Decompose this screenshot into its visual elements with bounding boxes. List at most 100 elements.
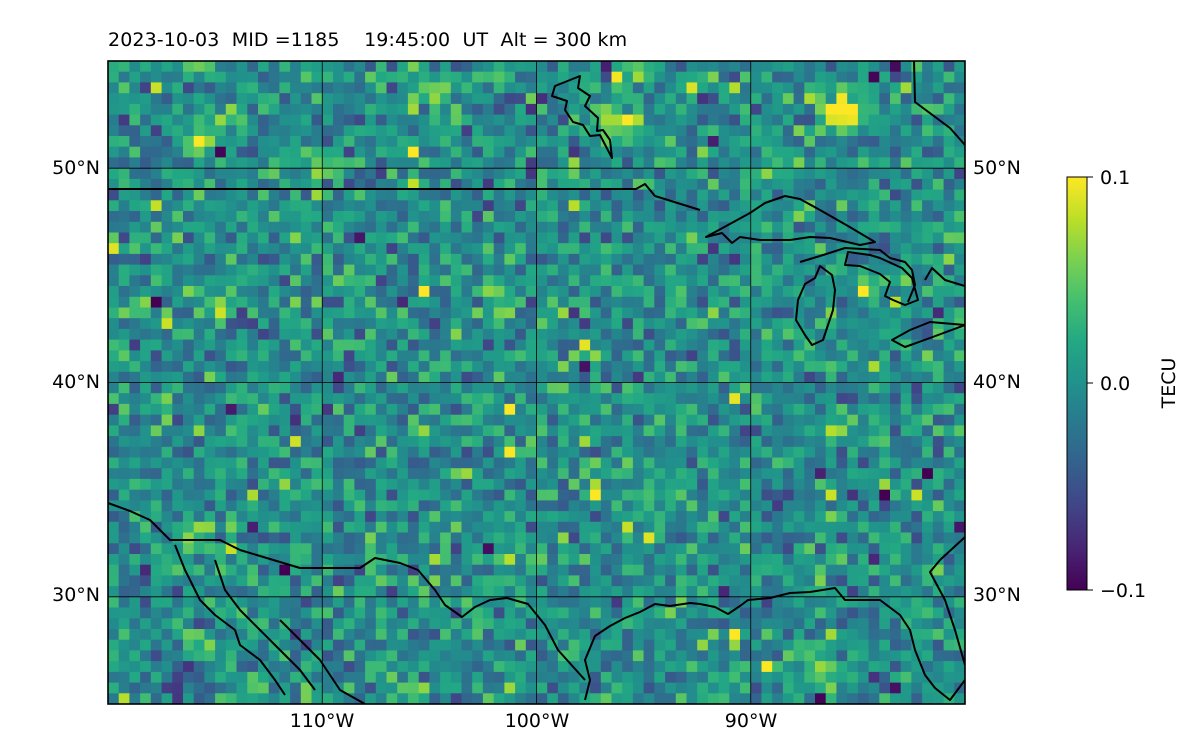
tec-cell: [761, 93, 773, 105]
tec-cell: [333, 61, 345, 73]
tec-cell: [675, 661, 688, 673]
tec-cell: [761, 468, 773, 480]
tec-cell: [707, 221, 720, 234]
tec-cell: [740, 393, 752, 405]
tec-cell: [761, 71, 773, 84]
tec-cell: [654, 307, 666, 319]
tec-cell: [536, 661, 548, 673]
tec-cell: [622, 264, 634, 276]
tec-cell: [793, 414, 805, 427]
tec-cell: [161, 596, 173, 609]
tec-cell: [847, 639, 859, 652]
tec-cell: [600, 575, 613, 587]
tec-cell: [322, 436, 334, 448]
tec-cell: [375, 693, 388, 704]
tec-cell: [140, 436, 152, 448]
tec-cell: [461, 71, 473, 84]
tec-cell: [782, 671, 795, 684]
tec-cell: [407, 168, 420, 180]
tec-cell: [429, 693, 441, 704]
tec-cell: [922, 468, 934, 480]
tec-cell: [654, 607, 666, 619]
tec-cell: [215, 93, 227, 105]
tec-cell: [922, 639, 934, 652]
tec-cell: [258, 243, 270, 255]
tec-cell: [300, 425, 313, 437]
tec-cell: [890, 393, 902, 405]
tec-cell: [268, 414, 281, 427]
tec-cell: [557, 414, 570, 427]
tec-cell: [525, 403, 538, 416]
tec-cell: [911, 425, 923, 437]
tec-cell: [868, 157, 880, 169]
tec-cell: [761, 221, 773, 234]
tec-cell: [890, 350, 902, 362]
tec-cell: [504, 286, 516, 298]
tec-cell: [118, 586, 131, 598]
tec-cell: [418, 275, 431, 287]
tec-cell: [118, 189, 131, 201]
tec-cell: [225, 511, 238, 523]
tec-cell: [707, 307, 720, 319]
tec-cell: [258, 446, 270, 459]
tec-cell: [150, 414, 163, 427]
tec-cell: [268, 71, 281, 84]
tec-cell: [183, 114, 195, 126]
tec-cell: [225, 414, 238, 427]
tec-cell: [375, 414, 388, 427]
tec-cell: [857, 71, 870, 84]
tec-cell: [129, 650, 141, 662]
tec-cell: [525, 650, 538, 662]
tec-cell: [354, 307, 366, 319]
tec-cell: [857, 361, 870, 373]
tec-cell: [761, 350, 773, 362]
tec-cell: [879, 211, 891, 223]
tec-cell: [879, 371, 891, 384]
tec-cell: [943, 189, 955, 201]
tec-cell: [750, 125, 763, 137]
tec-cell: [847, 586, 859, 598]
tec-cell: [482, 532, 495, 544]
tec-cell: [750, 575, 763, 587]
tec-cell: [461, 382, 473, 394]
tec-cell: [686, 543, 698, 555]
tec-cell: [825, 168, 838, 180]
tec-cell: [675, 436, 688, 448]
tec-cell: [343, 629, 356, 641]
tec-cell: [825, 500, 838, 512]
tec-cell: [450, 211, 463, 223]
tec-cell: [140, 125, 152, 137]
tec-cell: [375, 339, 388, 351]
tec-cell: [932, 264, 945, 276]
tec-cell: [729, 350, 741, 362]
tec-cell: [579, 136, 591, 148]
tec-cell: [525, 682, 538, 694]
tec-cell: [836, 82, 848, 94]
tec-cell: [258, 296, 270, 309]
tec-cell: [440, 211, 452, 223]
tec-cell: [879, 189, 891, 201]
tec-cell: [911, 103, 923, 116]
tec-cell: [868, 93, 880, 105]
tec-cell: [707, 629, 720, 641]
tec-cell: [118, 618, 131, 630]
tec-cell: [129, 543, 141, 555]
tec-cell: [300, 403, 313, 416]
tec-cell: [686, 682, 698, 694]
tec-cell: [108, 318, 120, 330]
tec-cell: [525, 221, 538, 234]
tec-cell: [718, 543, 730, 555]
tec-cell: [472, 339, 484, 351]
tec-cell: [429, 103, 441, 116]
tec-cell: [300, 243, 313, 255]
tec-cell: [397, 554, 409, 566]
tec-cell: [772, 575, 784, 587]
tec-cell: [579, 532, 591, 544]
tec-cell: [461, 564, 473, 577]
tec-cell: [675, 93, 688, 105]
tec-cell: [193, 511, 206, 523]
tec-cell: [204, 361, 216, 373]
tec-cell: [879, 61, 891, 73]
tec-cell: [161, 114, 173, 126]
tec-cell: [804, 82, 816, 94]
